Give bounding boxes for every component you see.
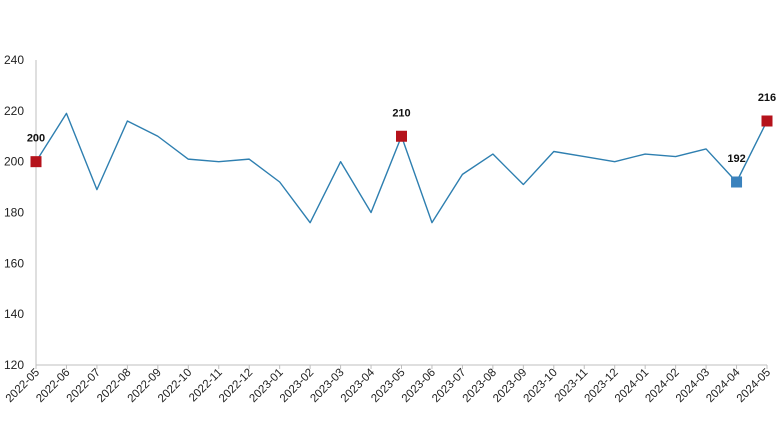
data-label: 200 xyxy=(27,133,45,145)
data-label: 216 xyxy=(758,92,776,104)
y-axis-ticks: 120 140 160 180 200 220 240 xyxy=(4,53,24,372)
y-tick-label: 140 xyxy=(4,307,24,321)
x-tick-label: 2024-05 xyxy=(735,367,773,405)
x-tick-label: 2022-10 xyxy=(156,367,194,405)
x-axis-ticks: 2022-052022-062022-072022-082022-092022-… xyxy=(4,365,773,405)
data-label: 210 xyxy=(392,107,410,119)
y-tick-label: 200 xyxy=(4,155,24,169)
highlight-marker xyxy=(396,130,407,142)
highlight-marker xyxy=(761,115,773,127)
y-tick-label: 180 xyxy=(4,206,24,220)
y-tick-label: 120 xyxy=(4,358,24,372)
x-tick-label: 2023-10 xyxy=(522,367,560,405)
data-label: 192 xyxy=(727,153,745,165)
highlight-markers xyxy=(30,115,773,188)
highlight-marker xyxy=(731,176,743,188)
y-tick-label: 240 xyxy=(4,53,24,67)
y-tick-label: 160 xyxy=(4,256,24,270)
y-tick-label: 220 xyxy=(4,104,24,118)
data-labels: 200 210 192 216 xyxy=(27,92,776,165)
highlight-marker xyxy=(30,156,42,168)
series-line xyxy=(35,112,768,224)
